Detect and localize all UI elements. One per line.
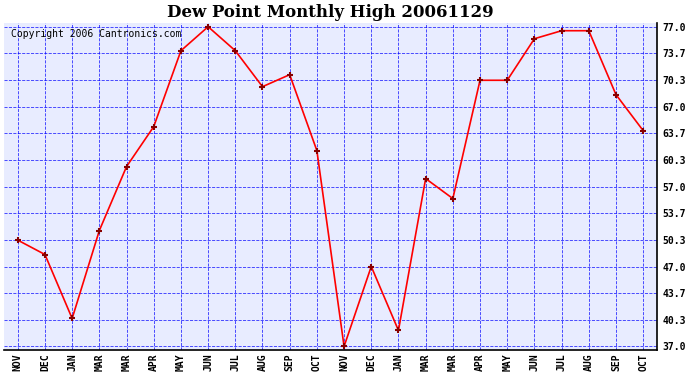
Text: Copyright 2006 Cantronics.com: Copyright 2006 Cantronics.com (10, 29, 181, 39)
Title: Dew Point Monthly High 20061129: Dew Point Monthly High 20061129 (167, 4, 494, 21)
